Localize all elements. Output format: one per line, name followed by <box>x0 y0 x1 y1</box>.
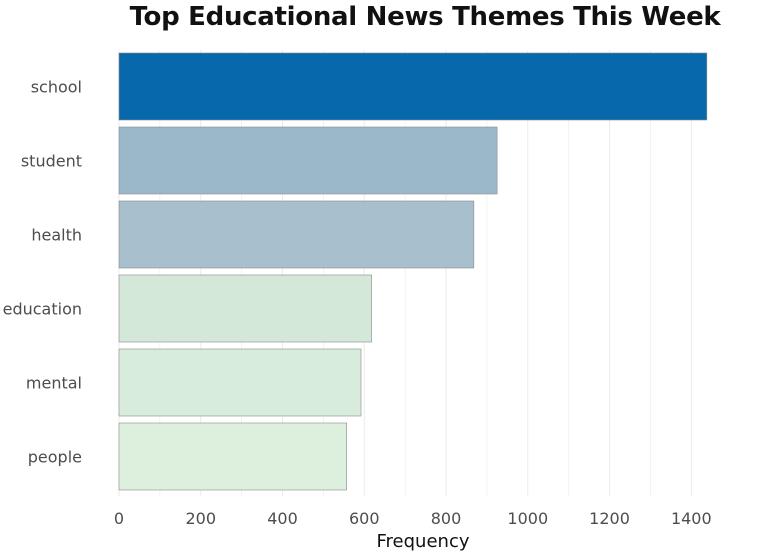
bar-student <box>118 126 498 195</box>
bar-health <box>118 200 475 269</box>
bar-education <box>118 274 372 343</box>
x-tick-label: 400 <box>267 509 298 528</box>
bars <box>118 52 708 491</box>
y-tick-label: people <box>28 448 82 467</box>
x-tick-label: 0 <box>114 509 124 528</box>
bar-mental <box>118 348 362 417</box>
x-tick-label: 800 <box>431 509 462 528</box>
bar-people <box>118 422 347 491</box>
y-tick-label: school <box>31 78 82 97</box>
x-tick-label: 1000 <box>507 509 548 528</box>
x-axis-title: Frequency <box>377 531 470 552</box>
y-tick-label: health <box>31 226 82 245</box>
grid-lines <box>118 50 692 496</box>
y-tick-label: mental <box>26 374 82 393</box>
x-tick-label: 1400 <box>671 509 712 528</box>
x-tick-label: 600 <box>349 509 380 528</box>
x-tick-label: 200 <box>185 509 216 528</box>
bar-school <box>118 52 708 121</box>
y-tick-labels: school student health education mental people <box>3 78 82 467</box>
x-tick-label: 1200 <box>589 509 630 528</box>
chart-title: Top Educational News Themes This Week <box>129 2 721 32</box>
y-tick-label: student <box>21 152 82 171</box>
x-tick-labels: 0 200 400 600 800 1000 1200 1400 <box>114 509 712 528</box>
y-tick-label: education <box>3 300 82 319</box>
